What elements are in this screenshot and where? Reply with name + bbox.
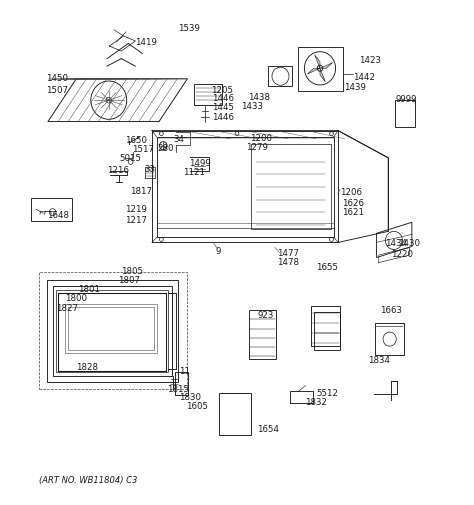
Bar xyxy=(311,306,339,346)
Polygon shape xyxy=(315,55,320,68)
Text: 1446: 1446 xyxy=(212,113,234,122)
Text: 1216: 1216 xyxy=(108,167,129,175)
Text: 1517: 1517 xyxy=(132,145,154,154)
Bar xyxy=(314,312,340,349)
Bar xyxy=(375,323,404,355)
Text: 1205: 1205 xyxy=(211,86,233,95)
Text: 1626: 1626 xyxy=(342,198,364,208)
Text: 923: 923 xyxy=(257,311,273,320)
Text: 33: 33 xyxy=(145,166,155,174)
Text: 1446: 1446 xyxy=(212,94,234,104)
Text: 1663: 1663 xyxy=(380,307,402,316)
Text: 1815: 1815 xyxy=(167,385,189,394)
Text: 9999: 9999 xyxy=(396,95,417,104)
Polygon shape xyxy=(320,68,325,82)
Text: 1217: 1217 xyxy=(126,216,147,225)
Text: 1605: 1605 xyxy=(186,402,208,411)
Bar xyxy=(193,84,222,105)
Bar xyxy=(65,304,156,353)
Text: 1438: 1438 xyxy=(248,93,270,103)
Text: 1450: 1450 xyxy=(46,74,68,83)
Text: 34: 34 xyxy=(173,135,185,144)
Text: 1834: 1834 xyxy=(368,356,391,365)
Bar xyxy=(251,144,330,229)
Text: 1801: 1801 xyxy=(78,285,100,294)
Text: 1434: 1434 xyxy=(385,239,407,248)
Text: 1817: 1817 xyxy=(130,187,152,196)
Bar xyxy=(31,197,72,221)
Text: (ART NO. WB11804) C3: (ART NO. WB11804) C3 xyxy=(38,476,137,485)
Bar xyxy=(174,372,188,394)
Text: 1499: 1499 xyxy=(189,160,210,168)
Text: 1220: 1220 xyxy=(391,249,412,259)
Text: 1828: 1828 xyxy=(76,363,98,372)
Text: 1830: 1830 xyxy=(179,393,201,402)
Text: 1507: 1507 xyxy=(46,86,68,95)
Text: 1800: 1800 xyxy=(65,294,87,304)
Text: 5015: 5015 xyxy=(120,155,142,163)
Text: 1445: 1445 xyxy=(212,104,234,113)
Text: 1206: 1206 xyxy=(340,188,362,197)
Bar xyxy=(249,310,276,359)
Polygon shape xyxy=(307,68,320,74)
Text: 1539: 1539 xyxy=(178,24,200,33)
Text: 1805: 1805 xyxy=(121,267,143,276)
Text: 1430: 1430 xyxy=(398,239,419,248)
Text: 1423: 1423 xyxy=(359,56,381,65)
Text: 1654: 1654 xyxy=(257,425,279,434)
Text: 1655: 1655 xyxy=(317,263,338,272)
Bar xyxy=(268,66,292,86)
Text: 1650: 1650 xyxy=(125,136,147,145)
Text: 1200: 1200 xyxy=(250,134,272,143)
Text: 9: 9 xyxy=(215,247,220,256)
Text: 1433: 1433 xyxy=(241,103,263,112)
Bar xyxy=(156,137,334,237)
Text: 1121: 1121 xyxy=(182,169,205,177)
Text: 1439: 1439 xyxy=(344,83,365,92)
Text: 5512: 5512 xyxy=(316,389,338,398)
Text: 1807: 1807 xyxy=(118,276,140,285)
Text: 1621: 1621 xyxy=(342,208,364,217)
Polygon shape xyxy=(320,63,333,68)
Bar xyxy=(395,100,415,127)
Text: 1442: 1442 xyxy=(353,73,375,82)
Text: 1648: 1648 xyxy=(47,211,69,220)
Text: 1419: 1419 xyxy=(136,38,157,47)
Bar xyxy=(299,47,343,91)
Text: 1478: 1478 xyxy=(277,258,299,267)
Text: 1477: 1477 xyxy=(277,249,299,258)
Text: 1219: 1219 xyxy=(126,205,147,214)
Text: 1279: 1279 xyxy=(246,143,268,152)
Text: 11: 11 xyxy=(179,367,191,376)
Text: 280: 280 xyxy=(157,144,174,153)
Bar xyxy=(68,307,154,350)
Text: 1827: 1827 xyxy=(55,305,78,314)
Bar xyxy=(219,393,251,435)
Text: 1832: 1832 xyxy=(305,398,327,407)
